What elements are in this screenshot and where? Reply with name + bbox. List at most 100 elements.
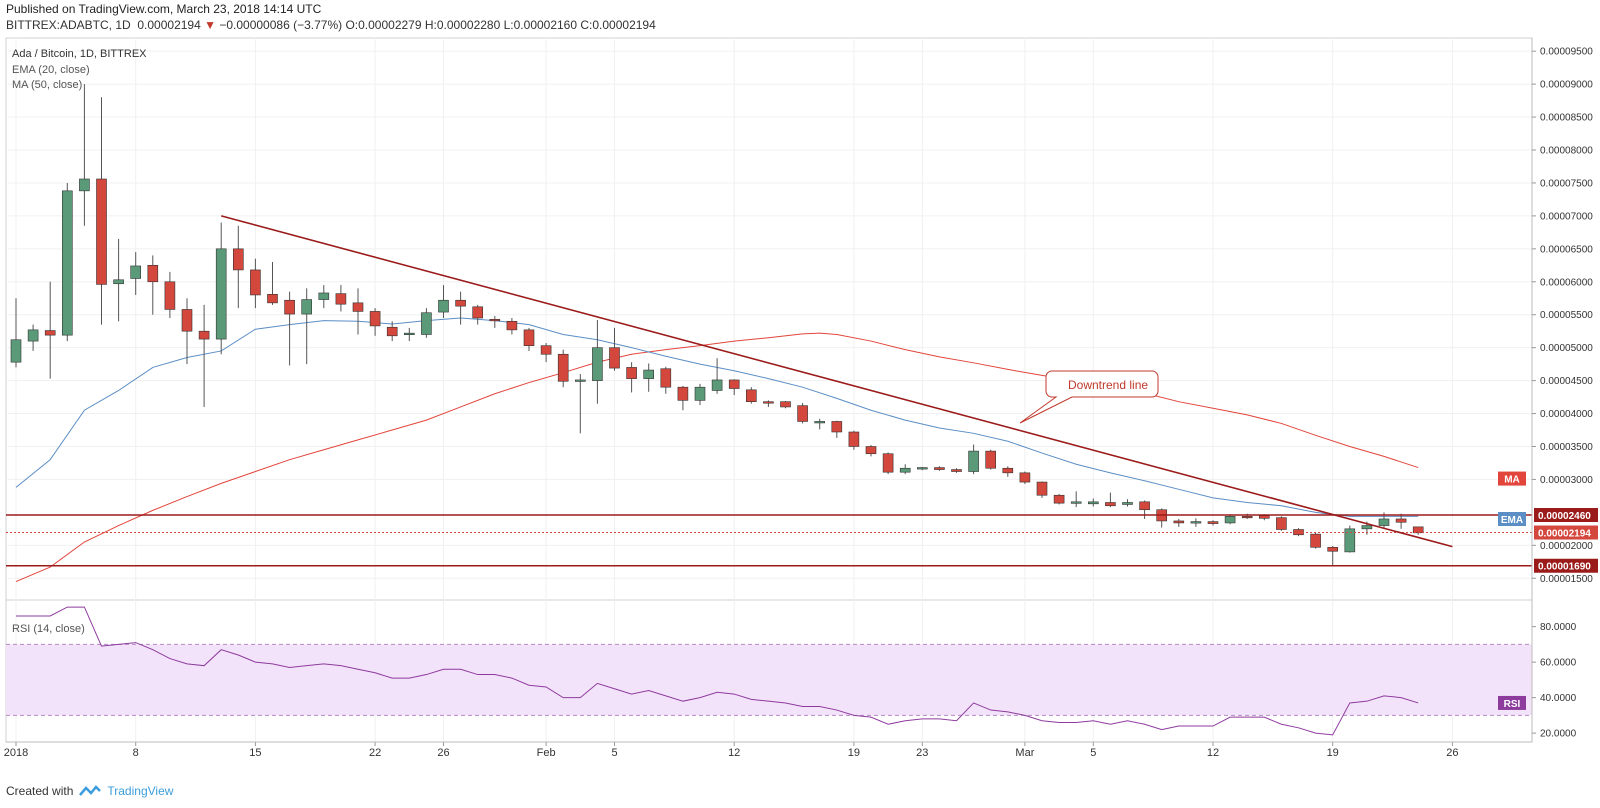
candle-body bbox=[96, 178, 107, 285]
x-tick-label: 26 bbox=[1446, 747, 1458, 759]
candle-body bbox=[1070, 501, 1082, 504]
candle-body bbox=[233, 248, 244, 271]
candle-down bbox=[1105, 492, 1116, 508]
candle-up bbox=[421, 308, 432, 338]
candle-down bbox=[44, 281, 56, 379]
rsi-tick-label: 20.0000 bbox=[1540, 729, 1577, 740]
rsi-tick-label: 40.0000 bbox=[1540, 693, 1577, 704]
candle-down bbox=[1002, 466, 1014, 477]
candle-up bbox=[574, 374, 586, 434]
candle-down bbox=[267, 262, 278, 305]
candle-body bbox=[609, 347, 620, 369]
candle-up bbox=[643, 363, 655, 392]
candle-down bbox=[1139, 500, 1150, 519]
candle-body bbox=[985, 450, 997, 469]
candle-body bbox=[1173, 520, 1185, 524]
candle-down bbox=[1019, 471, 1031, 485]
candle-body bbox=[899, 467, 911, 473]
candle-body bbox=[711, 379, 723, 391]
candle-up bbox=[968, 444, 979, 475]
candle-body bbox=[1019, 472, 1031, 483]
price-change: −0.00000086 (−3.77%) bbox=[219, 18, 343, 32]
candle-body bbox=[147, 265, 159, 283]
annotation-text: Downtrend line bbox=[1068, 378, 1148, 392]
low-value: L:0.00002160 bbox=[503, 18, 578, 32]
candle-body bbox=[301, 299, 313, 315]
y-tick-label: 0.00004000 bbox=[1540, 409, 1593, 420]
candle-up bbox=[694, 383, 706, 405]
candle-down bbox=[728, 379, 740, 396]
last-price: 0.00002194 bbox=[137, 18, 201, 32]
x-tick-label: 15 bbox=[249, 747, 261, 759]
y-tick-label: 0.00001500 bbox=[1540, 574, 1593, 585]
open-value: O:0.00002279 bbox=[345, 18, 422, 32]
candle-up bbox=[1344, 525, 1356, 553]
candle-body bbox=[540, 345, 552, 355]
x-tick-label: 12 bbox=[728, 747, 740, 759]
candle-up bbox=[899, 464, 911, 475]
candle-body bbox=[677, 386, 689, 401]
x-tick-label: 26 bbox=[437, 747, 449, 759]
candle-down bbox=[985, 449, 997, 470]
candle-down bbox=[1156, 508, 1167, 528]
candle-body bbox=[44, 330, 56, 336]
legend-title: Ada / Bitcoin, 1D, BITTREX bbox=[12, 48, 147, 60]
x-tick-label: Mar bbox=[1015, 747, 1034, 759]
trendline-path bbox=[220, 215, 1453, 548]
horizontal-levels[interactable] bbox=[6, 514, 1532, 567]
candle-down bbox=[455, 291, 466, 325]
candle-up bbox=[10, 298, 22, 368]
x-tick-label: 5 bbox=[611, 747, 617, 759]
candle-body bbox=[1327, 546, 1338, 552]
candle-down bbox=[1412, 526, 1424, 535]
tradingview-brand[interactable]: TradingView bbox=[107, 784, 174, 798]
candle-down bbox=[1036, 481, 1048, 498]
candle-down bbox=[1053, 493, 1065, 505]
candle-body bbox=[386, 326, 398, 337]
candle-body bbox=[951, 469, 962, 472]
x-tick-label: 8 bbox=[133, 747, 139, 759]
support-tag: 0.00001690 bbox=[1538, 562, 1591, 573]
x-tick-label: 19 bbox=[848, 747, 860, 759]
candle-down bbox=[1207, 520, 1219, 526]
candle-up bbox=[79, 84, 90, 226]
candle-down bbox=[797, 403, 808, 424]
resistance-tag: 0.00002460 bbox=[1538, 511, 1591, 522]
candle-body bbox=[472, 306, 484, 319]
x-tick-label: Feb bbox=[537, 747, 556, 759]
rsi-tick-label: 80.0000 bbox=[1540, 622, 1577, 633]
candle-down bbox=[831, 420, 843, 438]
candle-down bbox=[386, 321, 398, 342]
candle-body bbox=[916, 467, 928, 470]
candle-down bbox=[660, 366, 672, 394]
candle-up bbox=[61, 182, 73, 342]
candle-body bbox=[660, 368, 672, 388]
candle-down bbox=[198, 304, 210, 407]
candle-body bbox=[1053, 494, 1065, 504]
ma50-line bbox=[15, 332, 1419, 583]
candle-down bbox=[626, 362, 637, 393]
x-tick-label: 22 bbox=[369, 747, 381, 759]
candle-body bbox=[403, 332, 415, 335]
candle-body bbox=[1224, 516, 1236, 524]
candle-body bbox=[574, 379, 586, 382]
symbol-line: BITTREX:ADABTC, 1D 0.00002194 ▼ −0.00000… bbox=[6, 18, 656, 32]
annotation-callout[interactable]: Downtrend line bbox=[1019, 370, 1159, 424]
support-tag-bg bbox=[1534, 558, 1598, 573]
downtrend-line[interactable] bbox=[220, 215, 1453, 548]
rsi-line bbox=[16, 606, 1419, 736]
y-tick-label: 0.00009000 bbox=[1540, 80, 1593, 91]
price-tags: 0.00002460 0.00002194 0.00001690 EMA MA RSI bbox=[1498, 471, 1598, 710]
candle-up bbox=[814, 418, 826, 430]
y-tick-label: 0.00009500 bbox=[1540, 47, 1593, 58]
candle-up bbox=[916, 466, 928, 471]
candle-down bbox=[147, 255, 159, 315]
candle-down bbox=[233, 225, 244, 309]
grid-layer bbox=[5, 37, 1533, 743]
candle-body bbox=[797, 405, 808, 422]
x-tick-label: 23 bbox=[916, 747, 928, 759]
tradingview-logo-icon bbox=[79, 785, 102, 796]
candle-up bbox=[1122, 499, 1133, 507]
candle-down bbox=[1310, 532, 1321, 549]
